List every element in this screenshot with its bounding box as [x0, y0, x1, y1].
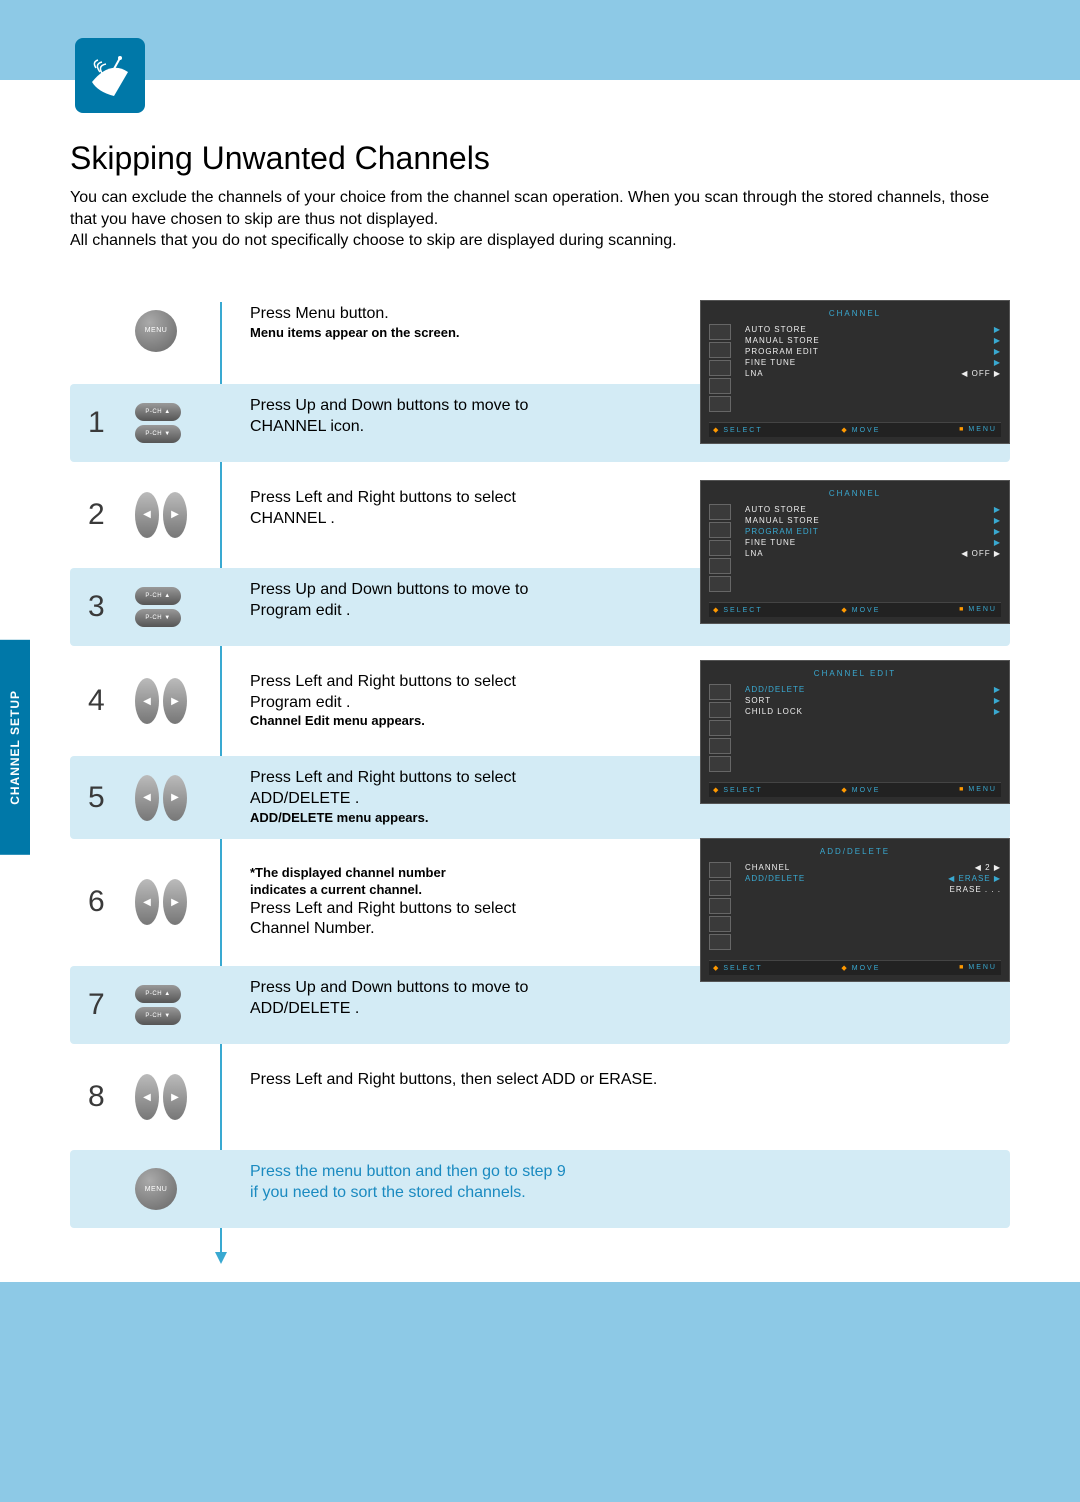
right-icon: ▶ — [163, 775, 187, 821]
menu-icon: MENU — [135, 310, 177, 352]
pch-down-icon: P-CH ▼ — [135, 1007, 181, 1025]
page-title: Skipping Unwanted Channels — [70, 140, 1010, 177]
step-line: ADD/DELETE . — [250, 999, 1010, 1020]
osd-screenshot: CHANNEL EDIT ADD/DELETE▶SORT▶CHILD LOCK▶ ◆… — [700, 660, 1010, 804]
step-row: MENU Press the menu button and then go to… — [70, 1150, 1010, 1228]
leftright-button-icon: ◀▶ — [135, 1074, 187, 1120]
osd-side-icons — [709, 684, 739, 772]
left-icon: ◀ — [135, 678, 159, 724]
osd-side-icons — [709, 862, 739, 950]
osd-item: ADD/DELETE◀ ERASE ▶ — [745, 873, 1001, 884]
step-number: 7 — [88, 988, 105, 1022]
osd-item: AUTO STORE▶ — [745, 504, 1001, 515]
updown-button-icon: P-CH ▲ P-CH ▼ — [135, 985, 181, 1025]
menu-button-icon: MENU — [135, 310, 177, 352]
top-band — [0, 0, 1080, 80]
step-line: if you need to sort the stored channels. — [250, 1183, 1010, 1204]
right-icon: ▶ — [163, 678, 187, 724]
leftright-button-icon: ◀▶ — [135, 775, 187, 821]
osd-item: PROGRAM EDIT▶ — [745, 346, 1001, 357]
pch-up-icon: P-CH ▲ — [135, 985, 181, 1003]
osd-item: FINE TUNE▶ — [745, 537, 1001, 548]
osd-screenshot: CHANNEL AUTO STORE▶MANUAL STORE▶PROGRAM E… — [700, 480, 1010, 624]
osd-item: ADD/DELETE▶ — [745, 684, 1001, 695]
intro-text: You can exclude the channels of your cho… — [70, 187, 1010, 252]
right-icon: ▶ — [163, 492, 187, 538]
step-line: Press the menu button and then go to ste… — [250, 1162, 1010, 1183]
leftright-button-icon: ◀▶ — [135, 678, 187, 724]
step-text: Press Left and Right buttons, then selec… — [250, 1070, 1010, 1091]
osd-panel: CHANNEL EDIT ADD/DELETE▶SORT▶CHILD LOCK▶ ◆… — [700, 660, 1010, 804]
right-icon: ▶ — [163, 879, 187, 925]
step-number: 6 — [88, 885, 105, 919]
menu-icon: MENU — [135, 1168, 177, 1210]
pch-down-icon: P-CH ▼ — [135, 425, 181, 443]
osd-panel: CHANNEL AUTO STORE▶MANUAL STORE▶PROGRAM E… — [700, 300, 1010, 444]
osd-title: ADD/DELETE — [709, 847, 1001, 856]
step-number: 8 — [88, 1080, 105, 1114]
side-tab: CHANNEL SETUP — [0, 640, 30, 855]
intro-p1: You can exclude the channels of your cho… — [70, 189, 989, 228]
satellite-icon — [75, 38, 145, 113]
osd-panel: ADD/DELETE CHANNEL◀ 2 ▶ADD/DELETE◀ ERASE … — [700, 838, 1010, 982]
osd-title: CHANNEL — [709, 309, 1001, 318]
left-icon: ◀ — [135, 775, 159, 821]
osd-title: CHANNEL EDIT — [709, 669, 1001, 678]
osd-item: LNA◀ OFF ▶ — [745, 548, 1001, 559]
updown-button-icon: P-CH ▲ P-CH ▼ — [135, 587, 181, 627]
step-number: 5 — [88, 781, 105, 815]
osd-panel: CHANNEL AUTO STORE▶MANUAL STORE▶PROGRAM E… — [700, 480, 1010, 624]
left-icon: ◀ — [135, 1074, 159, 1120]
step-line: ADD/DELETE menu appears. — [250, 810, 1010, 827]
osd-side-icons — [709, 504, 739, 592]
step-number: 1 — [88, 406, 105, 440]
menu-button-icon: MENU — [135, 1168, 177, 1210]
page-bottom — [0, 1282, 1080, 1502]
osd-item: MANUAL STORE▶ — [745, 335, 1001, 346]
osd-screenshot: ADD/DELETE CHANNEL◀ 2 ▶ADD/DELETE◀ ERASE … — [700, 838, 1010, 982]
step-number: 2 — [88, 498, 105, 532]
step-row: 8 ◀▶ Press Left and Right buttons, then se… — [70, 1058, 1010, 1136]
pch-up-icon: P-CH ▲ — [135, 587, 181, 605]
osd-footer: ◆SELECT◆MOVE■MENU — [709, 960, 1001, 975]
updown-button-icon: P-CH ▲ P-CH ▼ — [135, 403, 181, 443]
step-number: 3 — [88, 590, 105, 624]
osd-item: SORT▶ — [745, 695, 1001, 706]
left-icon: ◀ — [135, 492, 159, 538]
osd-footer: ◆SELECT◆MOVE■MENU — [709, 602, 1001, 617]
intro-p2: All channels that you do not specificall… — [70, 232, 677, 249]
pch-down-icon: P-CH ▼ — [135, 609, 181, 627]
osd-side-icons — [709, 324, 739, 412]
leftright-button-icon: ◀▶ — [135, 879, 187, 925]
osd-title: CHANNEL — [709, 489, 1001, 498]
step-line: Press Left and Right buttons, then selec… — [250, 1070, 1010, 1091]
osd-item: ERASE . . . — [745, 884, 1001, 895]
osd-footer: ◆SELECT◆MOVE■MENU — [709, 422, 1001, 437]
osd-item: FINE TUNE▶ — [745, 357, 1001, 368]
leftright-button-icon: ◀▶ — [135, 492, 187, 538]
step-text: Press Up and Down buttons to move to ADD… — [250, 978, 1010, 1020]
step-number: 4 — [88, 684, 105, 718]
osd-item: PROGRAM EDIT▶ — [745, 526, 1001, 537]
step-text: Press the menu button and then go to ste… — [250, 1162, 1010, 1204]
osd-item: AUTO STORE▶ — [745, 324, 1001, 335]
pch-up-icon: P-CH ▲ — [135, 403, 181, 421]
osd-item: CHILD LOCK▶ — [745, 706, 1001, 717]
page: CHANNEL SETUP Skipping Unwanted Channels… — [0, 0, 1080, 1502]
osd-screenshot: CHANNEL AUTO STORE▶MANUAL STORE▶PROGRAM E… — [700, 300, 1010, 444]
osd-item: CHANNEL◀ 2 ▶ — [745, 862, 1001, 873]
osd-footer: ◆SELECT◆MOVE■MENU — [709, 782, 1001, 797]
osd-item: MANUAL STORE▶ — [745, 515, 1001, 526]
left-icon: ◀ — [135, 879, 159, 925]
right-icon: ▶ — [163, 1074, 187, 1120]
osd-item: LNA◀ OFF ▶ — [745, 368, 1001, 379]
